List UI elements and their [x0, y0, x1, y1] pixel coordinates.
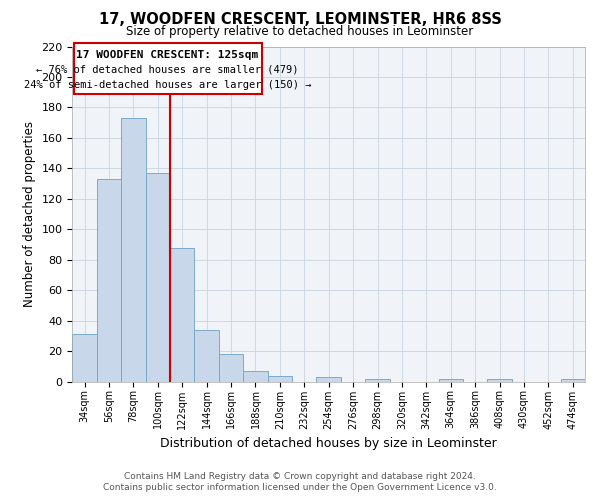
- Bar: [170, 248, 194, 382]
- Text: ← 76% of detached houses are smaller (479): ← 76% of detached houses are smaller (47…: [37, 65, 299, 75]
- Bar: [97, 179, 121, 382]
- FancyBboxPatch shape: [74, 44, 262, 94]
- Text: Size of property relative to detached houses in Leominster: Size of property relative to detached ho…: [127, 25, 473, 38]
- Text: Contains public sector information licensed under the Open Government Licence v3: Contains public sector information licen…: [103, 484, 497, 492]
- Y-axis label: Number of detached properties: Number of detached properties: [23, 121, 36, 307]
- Bar: [560, 378, 585, 382]
- Bar: [365, 378, 390, 382]
- Bar: [439, 378, 463, 382]
- Bar: [73, 334, 97, 382]
- Bar: [146, 173, 170, 382]
- Text: Contains HM Land Registry data © Crown copyright and database right 2024.: Contains HM Land Registry data © Crown c…: [124, 472, 476, 481]
- Bar: [268, 376, 292, 382]
- Bar: [316, 377, 341, 382]
- Bar: [219, 354, 243, 382]
- Text: 17, WOODFEN CRESCENT, LEOMINSTER, HR6 8SS: 17, WOODFEN CRESCENT, LEOMINSTER, HR6 8S…: [98, 12, 502, 28]
- Bar: [487, 378, 512, 382]
- Text: 17 WOODFEN CRESCENT: 125sqm: 17 WOODFEN CRESCENT: 125sqm: [76, 50, 259, 59]
- X-axis label: Distribution of detached houses by size in Leominster: Distribution of detached houses by size …: [160, 437, 497, 450]
- Bar: [243, 371, 268, 382]
- Bar: [194, 330, 219, 382]
- Text: 24% of semi-detached houses are larger (150) →: 24% of semi-detached houses are larger (…: [24, 80, 311, 90]
- Bar: [121, 118, 146, 382]
